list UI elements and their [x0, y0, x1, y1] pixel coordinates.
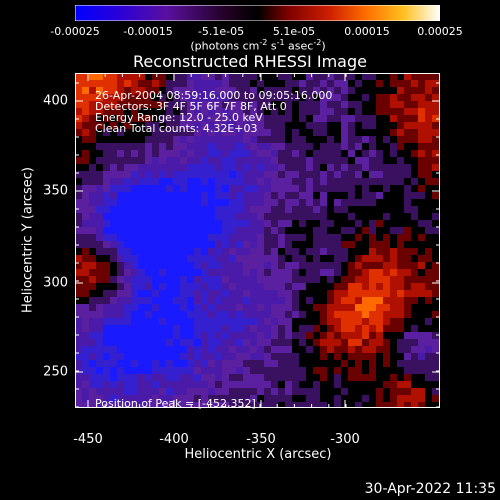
colorbar-tick-label: -0.00025 — [50, 25, 100, 38]
colorbar-tick-label: -5.1e-05 — [197, 25, 245, 38]
info-detectors: Detectors: 3F 4F 5F 6F 7F 8F, Att 0 — [95, 100, 287, 113]
y-tick-label: 350 — [43, 183, 68, 199]
info-clean-counts: Clean Total counts: 4.32E+03 — [95, 122, 258, 135]
x-tick-label: -350 — [246, 432, 276, 447]
info-peak-position: Position of Peak = [-452,352] — [95, 397, 256, 410]
image-title: Reconstructed RHESSI Image — [133, 52, 367, 71]
y-tick-label: 400 — [43, 93, 68, 109]
rhessi-image-heatmap — [75, 73, 440, 408]
plot-frame — [75, 73, 440, 408]
x-tick-label: -400 — [159, 432, 189, 447]
colorbar-tick-label: -0.00015 — [123, 25, 173, 38]
info-energy-range: Energy Range: 12.0 - 25.0 keV — [95, 111, 263, 124]
colorbar-tick-label: 0.00015 — [344, 25, 390, 38]
colorbar-tick-label: 5.1e-05 — [272, 25, 316, 38]
heatmap-pixels — [75, 73, 440, 408]
y-axis-label: Heliocentric Y (arcsec) — [20, 167, 36, 313]
rhessi-image-plot — [75, 73, 440, 408]
colorbar-units: (photons cm-2 s-1 asec-2) — [190, 38, 326, 53]
axis-ticks — [75, 73, 440, 408]
y-tick-label: 300 — [43, 275, 68, 291]
info-time-range: 26-Apr-2004 08:59:16.000 to 09:05:16.000 — [95, 89, 333, 102]
x-axis-label: Heliocentric X (arcsec) — [184, 447, 332, 462]
colorbar-gradient — [75, 5, 440, 21]
timestamp: 30-Apr-2022 11:35 — [364, 481, 496, 497]
colorbar — [75, 5, 440, 21]
x-tick-label: -300 — [330, 432, 360, 447]
x-tick-label: -450 — [73, 432, 103, 447]
y-tick-label: 250 — [43, 364, 68, 380]
colorbar-tick-label: 0.00025 — [417, 25, 463, 38]
